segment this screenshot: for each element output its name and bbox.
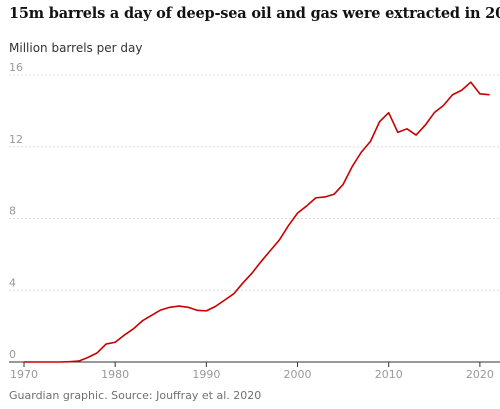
y-tick-labels: 0 4 8 12 16 — [9, 61, 23, 361]
x-tick-labels: 1970 1980 1990 2000 2010 2020 — [10, 362, 494, 381]
x-tick-label-2000: 2000 — [284, 368, 312, 381]
y-tick-label-8: 8 — [9, 205, 16, 218]
x-tick-label-2020: 2020 — [466, 368, 494, 381]
y-tick-label-0: 0 — [9, 348, 16, 361]
source-note: Guardian graphic. Source: Jouffray et al… — [9, 389, 262, 402]
y-axis-label: Million barrels per day — [9, 41, 143, 55]
x-tick-label-1990: 1990 — [192, 368, 220, 381]
gridlines — [9, 74, 500, 291]
y-tick-label-16: 16 — [9, 61, 23, 74]
x-tick-label-1980: 1980 — [101, 368, 129, 381]
chart-title: 15m barrels a day of deep-sea oil and ga… — [9, 5, 500, 22]
series-line — [23, 81, 490, 363]
x-tick-label-1970: 1970 — [10, 368, 38, 381]
x-tick-label-2010: 2010 — [375, 368, 403, 381]
y-tick-label-4: 4 — [9, 276, 16, 289]
y-tick-label-12: 12 — [9, 133, 23, 146]
